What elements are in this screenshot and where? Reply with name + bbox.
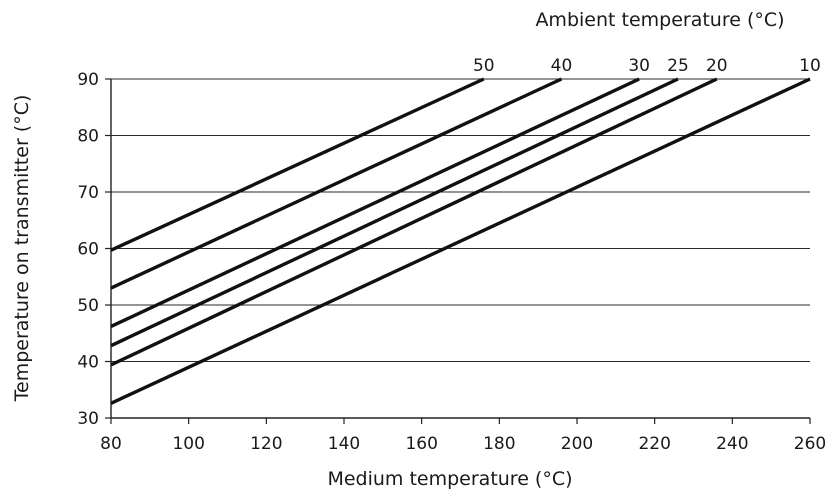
series-line-10 <box>110 77 811 405</box>
x-tick-label: 260 <box>794 434 826 454</box>
series-line-20 <box>110 77 718 367</box>
x-tick-label: 200 <box>561 434 593 454</box>
series-label-25: 25 <box>667 56 689 76</box>
legend-title: Ambient temperature (°C) <box>535 9 784 31</box>
series-label-20: 20 <box>706 56 728 76</box>
y-axis-title: Temperature on transmitter (°C) <box>11 95 33 403</box>
x-tick-label: 140 <box>328 434 360 454</box>
y-tick-label: 40 <box>77 353 99 373</box>
y-tick-label: 90 <box>77 70 99 90</box>
x-tick-label: 120 <box>250 434 282 454</box>
gridlines <box>111 78 810 362</box>
tick-labels: 30 40 50 60 70 80 90 80 100 120 140 160 180 200 220 240… <box>77 70 826 454</box>
x-tick-label: 100 <box>172 434 204 454</box>
y-tick-label: 30 <box>77 409 99 429</box>
x-tick-label: 160 <box>405 434 437 454</box>
series-line-50 <box>110 77 485 252</box>
x-axis-title: Medium temperature (°C) <box>327 468 572 490</box>
x-tick-label: 220 <box>638 434 670 454</box>
series-labels: 50 40 30 25 20 10 <box>473 56 821 76</box>
series-line-25 <box>110 77 679 348</box>
x-tick-label: 180 <box>483 434 515 454</box>
series-label-40: 40 <box>551 56 573 76</box>
y-tick-label: 80 <box>77 127 99 147</box>
series-label-10: 10 <box>799 56 821 76</box>
y-tick-label: 50 <box>77 296 99 316</box>
y-tick-label: 70 <box>77 183 99 203</box>
x-tick-label: 240 <box>716 434 748 454</box>
axes <box>105 78 811 424</box>
series-line-30 <box>110 77 640 329</box>
series-lines <box>110 77 811 405</box>
series-line-40 <box>110 77 563 290</box>
x-tick-label: 80 <box>100 434 122 454</box>
series-label-50: 50 <box>473 56 495 76</box>
series-label-30: 30 <box>628 56 650 76</box>
y-tick-label: 60 <box>77 240 99 260</box>
